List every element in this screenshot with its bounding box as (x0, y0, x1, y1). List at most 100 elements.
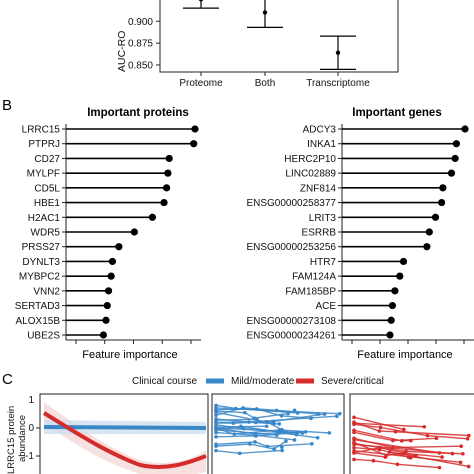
genes-label-htr7: HTR7 (310, 257, 337, 268)
severe-trajectory-point (352, 441, 356, 446)
severe-trajectory-point (467, 433, 471, 438)
panel-a-ytick-1: 0.875 (128, 39, 153, 50)
mild-trajectory-point (280, 445, 284, 449)
severe-trajectory-point (404, 449, 408, 454)
severe-trajectory-point (459, 444, 463, 449)
panel-a-ylabel: AUC-RO (116, 31, 128, 72)
proteins-label-dynlt3: DYNLT3 (22, 257, 60, 268)
genes-label-linc02889: LINC02889 (285, 169, 336, 180)
mild-trajectory-point (309, 416, 313, 421)
panel-a-yticks: 0.900 0.875 0.850 (128, 17, 160, 72)
mild-trajectory-point (248, 442, 252, 446)
errorbar-proteome (183, 0, 219, 9)
genes-dot-znf814 (439, 184, 447, 192)
proteins-label-mylpf: MYLPF (27, 169, 60, 180)
trend-ytick-top: 1 (28, 395, 34, 406)
trend-ytick-1: -1 (25, 451, 34, 462)
genes-label-fam124a: FAM124A (292, 272, 336, 283)
proteins-dot-prss27 (115, 243, 123, 251)
panel-a-xtick-transcriptome: Transcriptome (306, 78, 370, 89)
mild-trajectory-point (310, 442, 314, 446)
mild-trajectory-point (243, 410, 247, 415)
proteins-dot-ube2s (99, 331, 108, 339)
proteins-dot-h2ac1 (148, 213, 157, 221)
mild-trajectory-point (322, 412, 327, 416)
panel-b-letter: B (2, 97, 12, 114)
trend-plot-area (39, 393, 209, 474)
severe-trajectory-point (401, 451, 406, 455)
proteins-label-vnn2: VNN2 (33, 286, 60, 297)
genes-dot-adcy3 (461, 125, 469, 133)
proteins-label-cd5l: CD5L (34, 183, 60, 194)
errorbar-transcriptome (320, 35, 356, 70)
legend-label-severe: Severe/critical (321, 376, 384, 387)
mild-trajectory-point (338, 411, 342, 416)
proteins-label-lrrc15: LRRC15 (22, 125, 61, 136)
panel-a-ytick-0: 0.900 (128, 17, 153, 28)
mild-trajectory-point (274, 433, 279, 437)
panel-c-mild-trajectories (211, 393, 345, 474)
severe-trajectory-point (425, 433, 430, 438)
genes-dot-inka1 (452, 140, 460, 148)
mild-trajectory (215, 441, 312, 448)
severe-trajectory-point (440, 455, 444, 459)
severe-trajectory-point (377, 429, 382, 433)
mild-trajectory-point (231, 421, 236, 425)
mild-trajectory-point (327, 431, 332, 435)
severe-trajectory-point (434, 436, 439, 441)
genes-dot-htr7 (399, 257, 408, 266)
genes-dot-ensg00000253256 (423, 243, 431, 251)
severe-trajectory-point (352, 457, 356, 462)
mild-trajectory-point (284, 439, 288, 443)
severe-trajectory (353, 416, 405, 431)
mild-trajectory-point (292, 438, 297, 442)
mild-trajectory-point (280, 448, 284, 453)
genes-label-ace: ACE (315, 301, 336, 312)
mild-trajectory-point (214, 422, 218, 427)
mild-trajectory-point (214, 448, 218, 453)
severe-trajectory (353, 421, 469, 437)
panel-c-legend: Clinical course Mild/moderate Severe/cri… (132, 376, 384, 387)
mild-trajectory-point (232, 432, 237, 436)
proteins-dot-hbe1 (160, 198, 168, 207)
proteins-dot-wdr5 (130, 228, 138, 236)
panel-c-severe-trajectories (349, 393, 474, 474)
severe-trajectory-point (384, 453, 389, 458)
genes-label-inka1: INKA1 (307, 139, 336, 150)
panel-c-trend-plot: 0 -1 1 (25, 393, 209, 474)
proteins-label-prss27: PRSS27 (22, 242, 61, 253)
severe-trajectory-point (352, 415, 356, 420)
genes-dot-fam185bp (391, 287, 399, 295)
proteins-label-hbe1: HBE1 (34, 198, 61, 209)
proteins-label-wdr5: WDR5 (31, 228, 61, 239)
proteins-label-alox15b: ALOX15B (16, 316, 61, 327)
proteins-dot-cd27 (165, 154, 173, 163)
panel-b-proteins-chart: Important proteins LRRC15 PTPRJ CD27 MYLPF C… (15, 107, 201, 361)
panel-a-errorbars (183, 0, 356, 70)
proteins-label-mybpc2: MYBPC2 (19, 272, 61, 283)
trend-ytick-0: 0 (28, 423, 34, 434)
proteins-xlabel: Feature importance (82, 349, 177, 361)
proteins-label-cd27: CD27 (34, 154, 60, 165)
genes-dot-ensg00000258377 (438, 198, 446, 207)
proteins-dot-dynlt3 (108, 257, 117, 266)
mild-trajectory-point (264, 424, 269, 429)
errorbar-point (198, 0, 204, 2)
proteins-title: Important proteins (87, 107, 189, 119)
mild-trajectory-point (315, 435, 320, 440)
genes-label-ensg00000258377: ENSG00000258377 (246, 198, 336, 209)
severe-trajectory-point (391, 438, 395, 443)
severe-trajectory-point (390, 445, 395, 450)
mild-trajectory-point (335, 414, 339, 419)
mild-trajectory-point (241, 426, 246, 431)
genes-dot-esrrb (425, 228, 433, 236)
genes-dot-ace (388, 301, 397, 310)
severe-trajectory-point (371, 458, 376, 463)
severe-trend-line (42, 411, 207, 469)
mild-trajectory-point (255, 417, 259, 422)
severe-trajectory (353, 450, 461, 464)
severe-trajectory-point (395, 462, 400, 467)
proteins-dot-lrrc15 (191, 125, 199, 133)
mild-trajectory-point (214, 418, 218, 423)
